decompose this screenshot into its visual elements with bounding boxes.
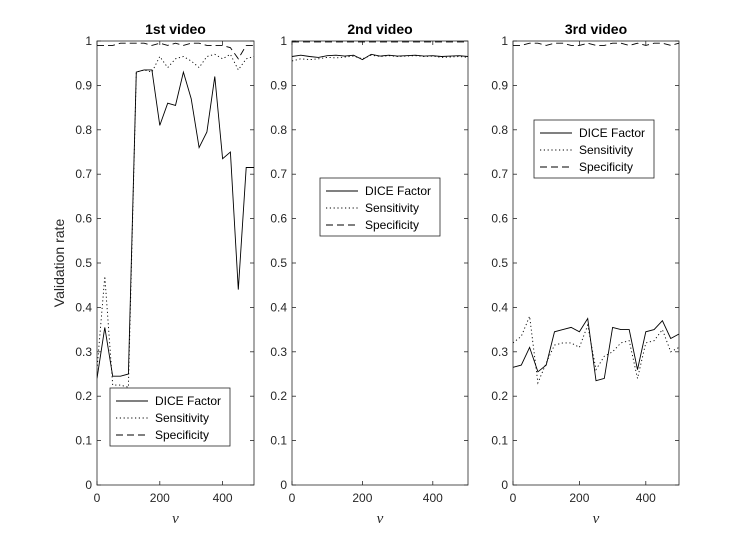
y-tick-label: 0 xyxy=(280,478,287,492)
y-tick-label: 0.3 xyxy=(270,345,287,359)
y-tick-label: 0.5 xyxy=(491,256,508,270)
y-tick-label: 0.4 xyxy=(270,300,287,314)
y-tick-label: 0.3 xyxy=(491,345,508,359)
y-tick-label: 0.8 xyxy=(270,123,287,137)
panel-title: 2nd video xyxy=(347,21,412,37)
legend-label: DICE Factor xyxy=(365,184,431,198)
y-tick-label: 0.1 xyxy=(270,434,287,448)
x-tick-label: 400 xyxy=(636,491,656,505)
y-tick-label: 0.6 xyxy=(270,212,287,226)
legend: DICE Factor Sensitivity Specificity xyxy=(319,177,441,237)
y-tick-label: 0.4 xyxy=(75,300,92,314)
series-line-sensitivity xyxy=(292,54,468,62)
legend-label: Specificity xyxy=(365,218,419,232)
x-axis-label: ν xyxy=(377,511,384,527)
y-tick-label: 0.2 xyxy=(75,389,92,403)
x-tick-label: 200 xyxy=(569,491,589,505)
series-line-dice-factor xyxy=(97,69,254,379)
y-tick-label: 0.2 xyxy=(491,389,508,403)
y-tick-label: 0.1 xyxy=(491,434,508,448)
legend-box xyxy=(109,387,231,447)
legend-box xyxy=(533,119,655,179)
y-tick-label: 0 xyxy=(501,478,508,492)
legend-box xyxy=(319,177,441,237)
y-tick-label: 0.9 xyxy=(270,78,287,92)
panel-3: 3rd video 0 0.1 0.2 0.3 0.4 0.5 0.6 0.7 0.8 0.9 1 0 2… xyxy=(491,21,680,527)
series-line-dice-factor xyxy=(513,317,679,382)
series-line-sensitivity xyxy=(97,53,254,388)
panel-title: 1st video xyxy=(145,21,206,37)
series-line-specificity xyxy=(97,42,254,60)
y-tick-label: 1 xyxy=(85,34,92,48)
panel-title: 3rd video xyxy=(565,21,627,37)
legend-label: Sensitivity xyxy=(579,143,633,157)
y-tick-label: 0.8 xyxy=(75,123,92,137)
x-tick-label: 0 xyxy=(510,491,517,505)
series-line-dice-factor xyxy=(292,53,468,61)
y-tick-label: 0.8 xyxy=(491,123,508,137)
legend-label: DICE Factor xyxy=(155,394,221,408)
x-tick-label: 0 xyxy=(94,491,101,505)
x-tick-label: 200 xyxy=(150,491,170,505)
y-tick-label: 0.6 xyxy=(75,212,92,226)
legend-label: Specificity xyxy=(155,428,209,442)
legend: DICE Factor Sensitivity Specificity xyxy=(109,387,231,447)
y-tick-label: 0.2 xyxy=(270,389,287,403)
series-line-specificity xyxy=(513,42,679,46)
y-tick-label: 0.9 xyxy=(75,78,92,92)
x-axis-label: ν xyxy=(593,511,600,527)
y-axis-label: Validation rate xyxy=(51,219,67,308)
y-tick-label: 0.7 xyxy=(75,167,92,181)
x-tick-label: 200 xyxy=(352,491,372,505)
y-tick-label: 0.5 xyxy=(270,256,287,270)
y-tick-label: 0 xyxy=(85,478,92,492)
x-tick-label: 400 xyxy=(423,491,443,505)
legend-label: Specificity xyxy=(579,160,633,174)
y-tick-label: 0.4 xyxy=(491,300,508,314)
y-tick-label: 0.3 xyxy=(75,345,92,359)
y-tick-label: 0.6 xyxy=(491,212,508,226)
legend-label: Sensitivity xyxy=(155,411,209,425)
plot-area xyxy=(512,40,680,486)
legend: DICE Factor Sensitivity Specificity xyxy=(533,119,655,179)
legend-label: DICE Factor xyxy=(579,126,645,140)
y-tick-label: 0.7 xyxy=(491,167,508,181)
y-tick-label: 1 xyxy=(501,34,508,48)
y-tick-label: 0.9 xyxy=(491,78,508,92)
plot-area xyxy=(291,40,469,486)
y-tick-label: 0.7 xyxy=(270,167,287,181)
panel-2: 2nd video 0 0.1 0.2 0.3 0.4 0.5 0.6 0.7 0.8 0.9 1 0 2… xyxy=(270,21,469,527)
series-line-sensitivity xyxy=(513,314,679,385)
x-tick-label: 0 xyxy=(289,491,296,505)
y-tick-label: 0.5 xyxy=(75,256,92,270)
y-tick-label: 1 xyxy=(280,34,287,48)
x-axis-label: ν xyxy=(172,511,179,527)
panel-1: 1st video 0 0.1 0.2 0.3 0.4 0.5 0.6 0.7 0.8 0.9 1 0 2… xyxy=(75,21,255,527)
y-tick-label: 0.1 xyxy=(75,434,92,448)
x-tick-label: 400 xyxy=(213,491,233,505)
legend-label: Sensitivity xyxy=(365,201,419,215)
